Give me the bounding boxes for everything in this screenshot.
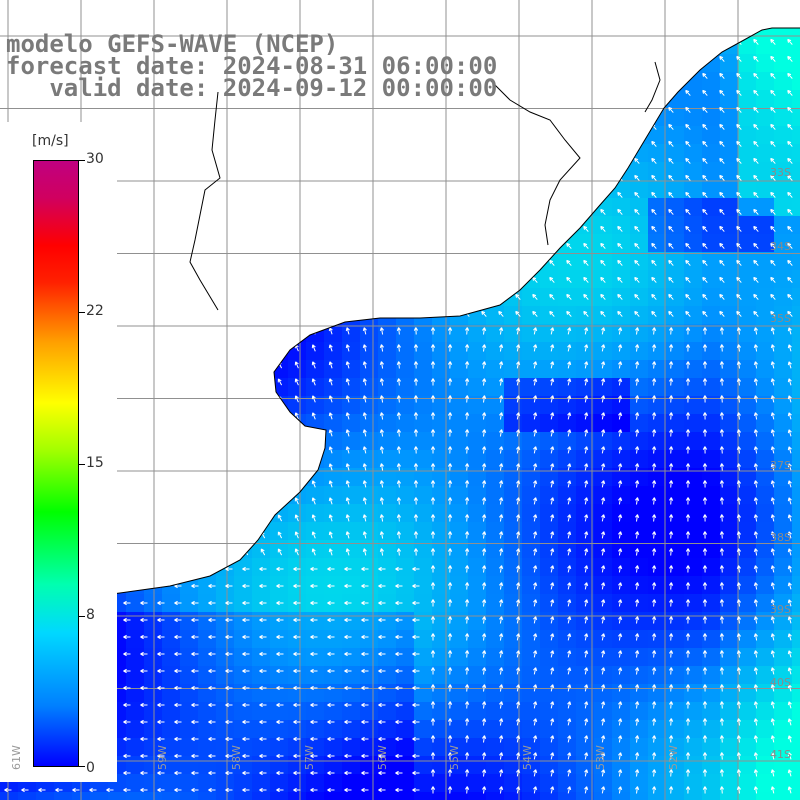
lat-label: 35S: [770, 312, 791, 325]
country-border: [489, 79, 581, 246]
lat-label: 38S: [770, 531, 791, 544]
coastline: [0, 27, 800, 613]
forecast-date: forecast date: 2024-08-31 06:00:00: [6, 52, 498, 80]
tick-mark: [79, 464, 85, 465]
legend-tick-22: 22: [86, 303, 104, 319]
country-border: [189, 91, 221, 311]
legend-tick-0: 0: [86, 760, 95, 776]
tick-mark: [79, 616, 85, 617]
lon-label: 52W: [667, 745, 680, 770]
lat-label: 34S: [770, 240, 791, 253]
lat-label: 33S: [770, 166, 791, 179]
tick-mark: [79, 160, 85, 161]
lat-label: 37S: [770, 459, 791, 472]
valid-date: valid date: 2024-09-12 00:00:00: [6, 74, 498, 102]
lon-label: 59W: [156, 745, 169, 770]
lagoon-outline: [644, 61, 661, 113]
tick-mark: [79, 766, 85, 767]
lon-label: 58W: [230, 745, 243, 770]
lat-label: 40S: [770, 676, 791, 689]
lon-label: 53W: [594, 745, 607, 770]
tick-mark: [79, 312, 85, 313]
model-title: modelo GEFS-WAVE (NCEP): [6, 30, 339, 58]
legend-unit: [m/s]: [32, 133, 69, 149]
lon-label: 54W: [521, 745, 534, 770]
lon-label: 61W: [10, 745, 23, 770]
lon-label: 55W: [448, 745, 461, 770]
lat-label: 41S: [770, 748, 791, 761]
legend-tick-30: 30: [86, 151, 104, 167]
lon-label: 57W: [303, 745, 316, 770]
legend-tick-15: 15: [86, 455, 104, 471]
color-scale-bar: [33, 160, 79, 767]
legend-tick-8: 8: [86, 607, 95, 623]
lat-label: 39S: [770, 603, 791, 616]
lon-label: 56W: [376, 745, 389, 770]
